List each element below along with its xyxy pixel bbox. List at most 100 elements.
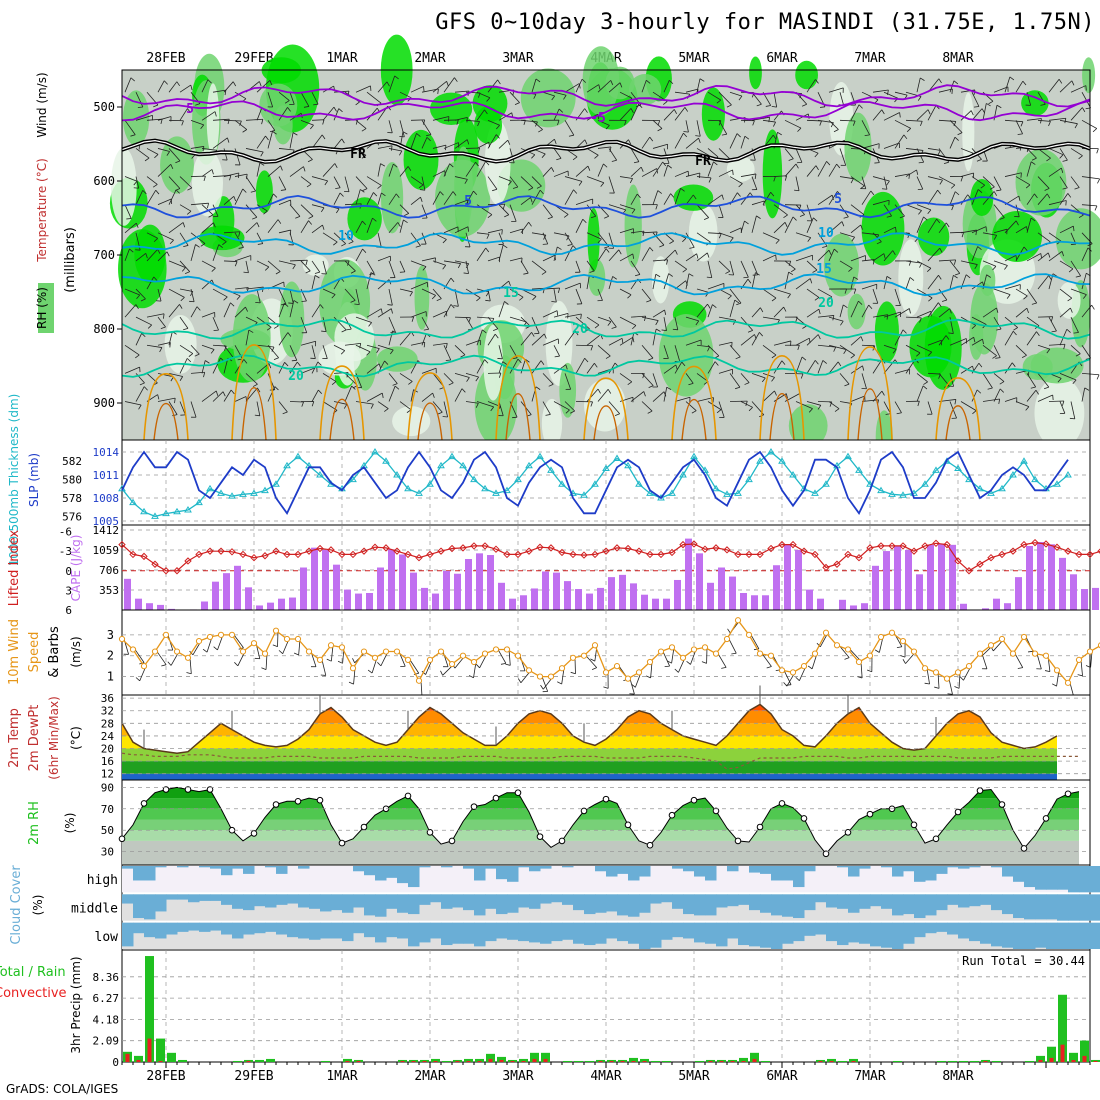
upper-wind-barb (504, 301, 509, 305)
wind-10m-barb (766, 666, 772, 669)
rh-cell (795, 60, 818, 90)
wind-10m-barb (896, 646, 902, 649)
upper-wind-barb (321, 330, 327, 333)
upper-wind-barb (853, 276, 859, 280)
upper-wind-barb (819, 120, 822, 126)
wind-10m-barb (1077, 674, 1083, 677)
cloud-cell (1090, 894, 1100, 921)
upper-wind-barb (663, 391, 667, 397)
upper-wind-barb (168, 288, 185, 298)
temp-axis-label-1: 2m Temp (7, 708, 22, 768)
wind-tick-label: 2 (107, 649, 114, 663)
upper-wind-barb (718, 401, 725, 418)
upper-wind-barb (619, 91, 633, 99)
upper-wind-barb (672, 328, 678, 331)
upper-wind-barb (1006, 294, 1011, 299)
lifted-index-marker (833, 560, 841, 568)
upper-wind-barb (883, 250, 894, 262)
upper-wind-barb (953, 259, 957, 265)
cloud-cell (221, 866, 233, 876)
upper-wind-barb (1018, 195, 1021, 201)
upper-wind-barb (410, 196, 421, 205)
upper-wind-barb (256, 316, 272, 328)
upper-wind-barb (817, 194, 833, 206)
upper-wind-barb (437, 411, 443, 415)
upper-wind-barb (498, 232, 504, 245)
upper-wind-barb (528, 187, 534, 191)
cloud-cell (463, 866, 475, 869)
lifted-index-marker (602, 547, 610, 555)
upper-wind-barb (917, 188, 923, 191)
upper-wind-barb (982, 339, 984, 345)
upper-wind-barb (256, 288, 261, 303)
upper-wind-barb (729, 299, 736, 318)
upper-wind-barb (806, 79, 816, 93)
upper-wind-barb (377, 255, 391, 262)
upper-wind-barb (1004, 265, 1008, 270)
cape-bar (619, 574, 626, 610)
upper-wind-barb (542, 254, 556, 262)
wind-10m-barb (505, 663, 511, 666)
precip-convective-bar (631, 1060, 636, 1062)
rh-axis-label: 2m RH (%) (19, 820, 21, 826)
upper-wind-barb (718, 260, 731, 272)
upper-wind-barb (630, 108, 634, 113)
cloud-cell (254, 922, 266, 934)
upper-wind-barb (366, 308, 382, 318)
upper-wind-barb (320, 207, 325, 213)
upper-wind-barb (477, 147, 481, 153)
upper-wind-barb (797, 127, 802, 132)
upper-wind-barb (718, 120, 728, 135)
wind-10m-marker (657, 648, 665, 655)
upper-wind-barb (738, 95, 743, 101)
lifted-index-marker (151, 560, 159, 568)
cloud-cell (903, 922, 915, 944)
temperature-contour (857, 388, 883, 441)
precip-convective-bar (1071, 1059, 1076, 1062)
upper-wind-barb (124, 222, 137, 234)
contour-label: 5 (186, 102, 194, 117)
upper-wind-barb (465, 339, 481, 346)
thickness-marker (756, 457, 764, 464)
upper-wind-barb (655, 328, 661, 332)
upper-wind-barb (450, 304, 455, 309)
upper-wind-barb (238, 231, 241, 237)
upper-wind-barb (806, 308, 820, 318)
wind-10m-barb (348, 681, 354, 685)
temperature-contour (847, 346, 893, 441)
upper-wind-barb (362, 220, 366, 225)
upper-wind-barb (311, 260, 321, 273)
temp-tick-label: 16 (101, 755, 114, 768)
cloud-cell (221, 894, 233, 905)
upper-wind-barb (603, 246, 609, 249)
upper-wind-barb (256, 232, 264, 244)
lifted-index-marker (657, 550, 665, 559)
upper-wind-barb (124, 77, 132, 93)
cloud-cell (474, 866, 486, 881)
upper-wind-barb (234, 148, 241, 166)
upper-wind-barb (872, 359, 883, 374)
upper-wind-barb (992, 355, 997, 359)
upper-wind-barb (938, 335, 947, 346)
upper-wind-barb (762, 316, 780, 321)
precip-total-bar (651, 1060, 660, 1062)
cloud-cell (419, 894, 431, 905)
upper-wind-barb (751, 215, 757, 233)
upper-wind-barb (663, 165, 669, 177)
upper-wind-barb (721, 194, 724, 200)
upper-wind-barb (1011, 362, 1016, 368)
precip-convective-bar (1038, 1059, 1043, 1062)
wind-10m-barb (1090, 651, 1093, 668)
thickness-marker (415, 489, 423, 496)
cloud-cell (210, 894, 222, 901)
precip-total-bar (1025, 1060, 1034, 1062)
upper-wind-barb (520, 260, 529, 274)
upper-wind-barb (564, 83, 580, 93)
upper-wind-barb (575, 358, 586, 374)
upper-wind-barb (876, 241, 882, 245)
precip-total-bar (1080, 1040, 1089, 1062)
precip-total-bar (530, 1052, 539, 1062)
wind-10m-marker (646, 658, 654, 666)
upper-wind-barb (954, 191, 960, 196)
upper-wind-barb (707, 91, 721, 101)
